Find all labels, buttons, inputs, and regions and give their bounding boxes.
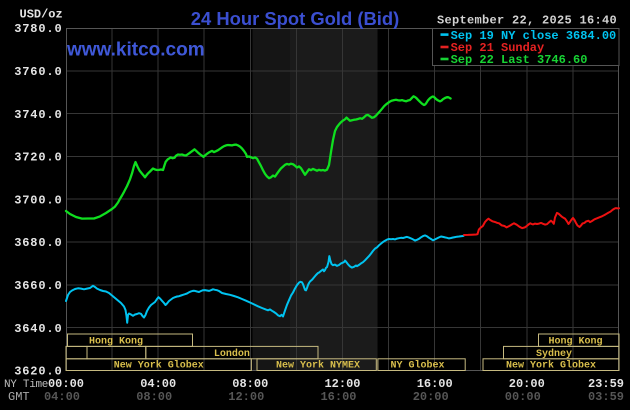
svg-text:Sydney: Sydney [536, 348, 572, 360]
svg-text:00:00: 00:00 [48, 377, 84, 391]
svg-text:16:00: 16:00 [417, 377, 453, 391]
svg-text:3720.0: 3720.0 [14, 151, 62, 165]
svg-text:NY Globex: NY Globex [390, 360, 444, 372]
svg-text:3620.0: 3620.0 [14, 365, 62, 379]
svg-text:08:00: 08:00 [136, 390, 172, 404]
svg-text:September 22, 2025 16:40: September 22, 2025 16:40 [437, 14, 617, 28]
svg-text:3680.0: 3680.0 [14, 236, 62, 250]
svg-text:Hong Kong: Hong Kong [89, 336, 143, 347]
svg-text:3780.0: 3780.0 [14, 22, 62, 36]
svg-text:3660.0: 3660.0 [14, 279, 62, 293]
svg-text:12:00: 12:00 [228, 390, 264, 404]
svg-text:16:00: 16:00 [320, 390, 356, 404]
svg-text:3740.0: 3740.0 [14, 108, 62, 122]
svg-text:08:00: 08:00 [232, 377, 268, 391]
svg-text:NY Time: NY Time [4, 379, 48, 391]
svg-text:12:00: 12:00 [324, 377, 360, 391]
svg-text:20:00: 20:00 [413, 390, 449, 404]
svg-text:Hong Kong: Hong Kong [548, 336, 602, 347]
svg-text:03:59: 03:59 [588, 390, 624, 404]
svg-text:Sep 21 Sunday: Sep 21 Sunday [451, 41, 545, 55]
svg-text:Sep 19 NY close 3684.00: Sep 19 NY close 3684.00 [451, 29, 617, 43]
svg-text:24 Hour Spot Gold (Bid): 24 Hour Spot Gold (Bid) [191, 8, 399, 29]
svg-text:New York Globex: New York Globex [114, 360, 204, 372]
svg-text:00:00: 00:00 [505, 390, 541, 404]
svg-text:3700.0: 3700.0 [14, 193, 62, 207]
svg-text:New York Globex: New York Globex [506, 360, 596, 372]
svg-text:www.kitco.com: www.kitco.com [66, 40, 205, 61]
svg-text:Sep 22 Last 3746.60: Sep 22 Last 3746.60 [451, 53, 588, 67]
svg-text:New York NYMEX: New York NYMEX [276, 360, 360, 372]
svg-text:USD/oz: USD/oz [20, 8, 63, 22]
svg-text:23:59: 23:59 [588, 377, 624, 391]
svg-text:GMT: GMT [8, 390, 30, 404]
svg-text:04:00: 04:00 [44, 390, 80, 404]
svg-text:London: London [214, 348, 250, 360]
svg-text:04:00: 04:00 [140, 377, 176, 391]
svg-text:3640.0: 3640.0 [14, 322, 62, 336]
svg-text:3760.0: 3760.0 [14, 65, 62, 79]
svg-text:20:00: 20:00 [509, 377, 545, 391]
